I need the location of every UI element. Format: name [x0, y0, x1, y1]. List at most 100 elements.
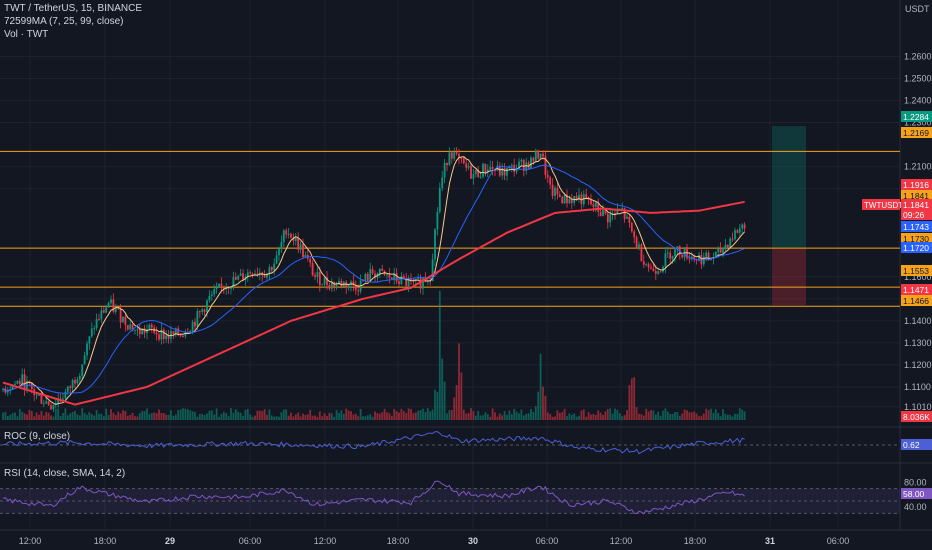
volume-bar: [599, 412, 602, 420]
candle-body: [222, 285, 225, 289]
candle-body: [18, 380, 21, 385]
volume-bar: [210, 410, 213, 420]
candle-body: [453, 152, 456, 159]
candle-body: [681, 254, 684, 258]
volume-bar: [657, 411, 660, 420]
price-label-bg: [901, 233, 932, 244]
volume-bar: [614, 408, 616, 420]
volume-bar: [549, 414, 552, 420]
volume-bar: [414, 412, 417, 420]
candle-body: [83, 355, 86, 365]
candle-body: [354, 285, 357, 291]
volume-bar: [662, 410, 664, 420]
candle-body: [532, 157, 535, 162]
volume-bar: [347, 410, 350, 420]
candle-body: [321, 284, 324, 286]
volume-bar: [326, 416, 328, 420]
candle-body: [678, 246, 681, 255]
volume-legend[interactable]: Vol · TWT: [4, 29, 49, 40]
volume-bar: [626, 410, 628, 420]
candle-body: [50, 405, 52, 410]
volume-bar: [424, 412, 427, 420]
candle-body: [734, 230, 736, 240]
volume-bar: [182, 408, 184, 420]
candle-body: [539, 153, 542, 159]
volume-bar: [273, 416, 276, 420]
candle-body: [525, 162, 528, 171]
volume-bar: [506, 414, 508, 420]
roc-legend[interactable]: ROC (9, close): [4, 431, 71, 442]
symbol-legend[interactable]: TWT / TetherUS, 15, BINANCE: [4, 3, 143, 14]
volume-bar: [575, 416, 578, 420]
volume-bar: [618, 413, 621, 420]
ma99-line: [2, 200, 745, 406]
volume-bar: [484, 412, 487, 420]
volume-bar: [623, 415, 626, 420]
volume-bar: [594, 414, 597, 420]
ma-legend[interactable]: 72599MA (7, 25, 99, close): [4, 16, 124, 27]
volume-bar: [69, 413, 72, 420]
time-tick-label: 18:00: [387, 536, 410, 546]
candle-body: [578, 194, 580, 200]
candle-body: [530, 157, 532, 169]
volume-bar: [170, 410, 172, 420]
candle-body: [335, 283, 338, 287]
volume-bar: [410, 409, 412, 420]
candle-body: [170, 331, 172, 339]
candle-body: [340, 281, 343, 287]
candle-body: [155, 332, 158, 335]
candle-body: [561, 197, 564, 204]
candle-body: [328, 285, 331, 289]
candle-body: [206, 300, 208, 312]
candle-body: [654, 271, 657, 274]
volume-bar: [642, 415, 645, 420]
candle-body: [131, 324, 134, 331]
volume-bar: [177, 410, 180, 420]
volume-bar: [287, 415, 290, 420]
volume-bar: [729, 414, 732, 420]
volume-bar: [203, 415, 206, 420]
candle-body: [390, 277, 393, 280]
volume-bar: [88, 412, 91, 420]
price-label: 1.1743: [903, 222, 929, 232]
volume-bar: [738, 408, 741, 420]
candle-body: [268, 267, 271, 274]
candle-body: [400, 276, 403, 285]
rsi-legend[interactable]: RSI (14, close, SMA, 14, 2): [4, 468, 126, 479]
candle-body: [522, 159, 525, 171]
volume-bar: [167, 414, 170, 420]
candle-body: [345, 281, 348, 288]
candle-body: [486, 169, 489, 172]
candle-body: [597, 202, 600, 212]
volume-bar: [381, 412, 384, 420]
volume-bar: [393, 408, 396, 420]
volume-bar: [609, 408, 612, 420]
candle-body: [40, 394, 43, 404]
volume-bar: [597, 410, 600, 420]
candle-body: [503, 168, 506, 176]
candle-body: [74, 379, 76, 384]
candle-body: [710, 258, 712, 261]
candle-body: [100, 310, 103, 320]
volume-bar: [35, 412, 38, 420]
volume-bar: [174, 414, 177, 420]
time-tick-label: 12:00: [610, 536, 633, 546]
price-label: 1.1471: [903, 285, 929, 295]
price-label-bg: [901, 265, 932, 276]
candle-body: [638, 244, 640, 248]
candle-body: [330, 281, 333, 289]
volume-bar: [107, 414, 110, 420]
volume-bar: [546, 412, 549, 420]
price-label-bg: [901, 190, 932, 201]
volume-bar: [678, 415, 681, 420]
candle-body: [23, 374, 26, 390]
candle-body: [167, 335, 170, 339]
volume-bar: [568, 413, 571, 420]
volume-bar: [81, 408, 84, 420]
volume-bar: [498, 413, 501, 420]
volume-bar: [237, 411, 240, 420]
volume-bar: [630, 378, 633, 420]
candle-body: [14, 383, 16, 385]
